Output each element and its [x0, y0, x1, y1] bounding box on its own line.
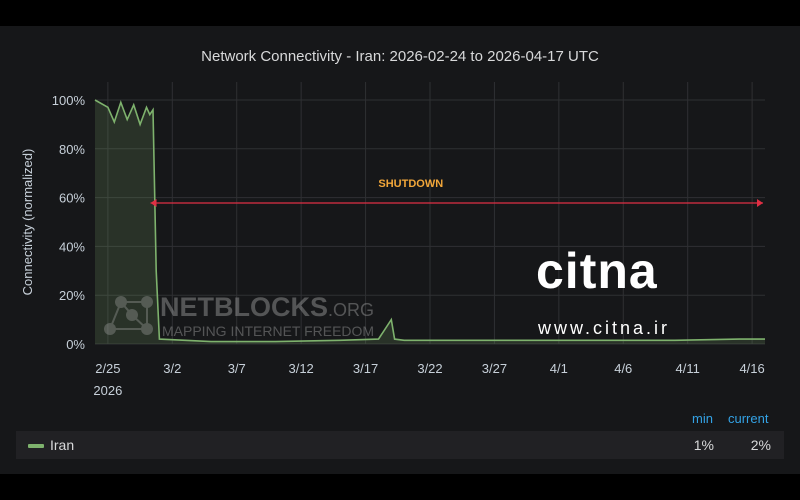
x-tick-label: 4/1 — [550, 361, 568, 376]
x-tick-label: 3/12 — [288, 361, 313, 376]
chart-canvas[interactable]: 0% 20% 40% 60% 80% 100% Connectivity (normaliz… — [0, 26, 800, 474]
x-tick-label: 2/25 — [95, 361, 120, 376]
legend-row-iran[interactable]: Iran 1% 2% — [16, 431, 784, 459]
legend-current-header[interactable]: current — [728, 411, 769, 426]
series-line — [94, 99, 765, 343]
netblocks-icon-node — [115, 296, 127, 308]
netblocks-tagline: MAPPING INTERNET FREEDOM — [162, 323, 375, 339]
netblocks-icon-node — [104, 323, 116, 335]
y-axis-ticks: 0% 20% 40% 60% 80% 100% Connectivity (normaliz… — [20, 93, 85, 352]
series-layer — [94, 99, 765, 344]
y-tick-label: 60% — [59, 191, 85, 206]
netblocks-icon — [104, 296, 153, 335]
x-tick-label: 3/22 — [417, 361, 442, 376]
annotation-arrow-left — [150, 199, 157, 207]
x-tick-label: 3/2 — [163, 361, 181, 376]
chart-panel: Network Connectivity - Iran: 2026-02-24 … — [0, 26, 800, 474]
netblocks-icon-node — [126, 309, 138, 321]
y-tick-label: 100% — [52, 93, 86, 108]
netblocks-icon-node — [141, 296, 153, 308]
annotation-layer: SHUTDOWN — [104, 178, 763, 335]
netblocks-icon-edge — [109, 301, 122, 330]
netblocks-watermark: NETBLOCKS.ORG — [160, 292, 375, 322]
y-tick-label: 80% — [59, 142, 85, 157]
y-tick-label: 40% — [59, 239, 85, 254]
legend-swatch-icon — [28, 444, 44, 448]
x-tick-label: 4/11 — [676, 361, 700, 376]
x-tick-year: 2026 — [93, 383, 122, 398]
citna-url: www.citna.ir — [538, 318, 671, 338]
y-tick-label: 0% — [66, 337, 85, 352]
y-axis-label: Connectivity (normalized) — [20, 149, 35, 296]
x-tick-label: 3/27 — [482, 361, 507, 376]
netblocks-icon-edge — [120, 301, 133, 316]
legend-series-name[interactable]: Iran — [50, 437, 75, 453]
netblocks-icon-edge — [131, 314, 148, 330]
citna-logo: citna — [536, 243, 658, 299]
legend-current-value: 2% — [750, 437, 771, 453]
annotation-arrow-right — [757, 199, 763, 207]
legend-min-header[interactable]: min — [692, 411, 713, 426]
annotation-label: SHUTDOWN — [378, 178, 443, 190]
y-tick-label: 20% — [59, 288, 85, 303]
grid-lines — [95, 82, 765, 345]
netblocks-icon-node — [141, 323, 153, 335]
x-tick-label: 3/17 — [353, 361, 378, 376]
x-tick-label: 4/16 — [739, 361, 764, 376]
x-tick-label: 3/7 — [228, 361, 246, 376]
x-axis-ticks: 2/25 3/2 3/7 3/12 3/17 3/22 3/27 4/1 4/6 4/11 4/16… — [93, 361, 764, 398]
chart-title: Network Connectivity - Iran: 2026-02-24 … — [201, 48, 599, 65]
legend-min-value: 1% — [693, 437, 714, 453]
x-tick-label: 4/6 — [614, 361, 632, 376]
